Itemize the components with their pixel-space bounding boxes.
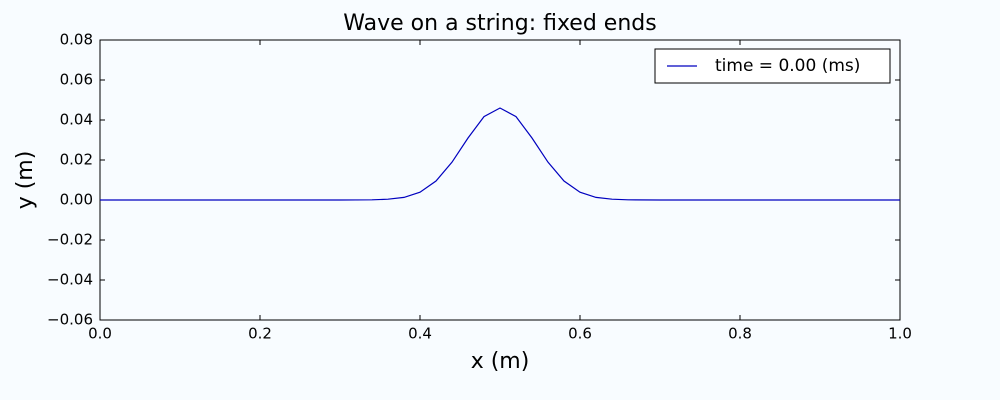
- y-tick-label: −0.02: [47, 231, 93, 249]
- x-tick-label: 0.2: [248, 325, 272, 343]
- y-tick-label: −0.04: [47, 271, 93, 289]
- y-tick-label: −0.06: [47, 311, 93, 329]
- y-tick-label: 0.02: [60, 151, 93, 169]
- data-line: [100, 107, 900, 201]
- x-tick-label: 0.4: [408, 325, 432, 343]
- y-axis-label: y (m): [13, 151, 38, 210]
- y-tick-label: 0.06: [60, 71, 93, 89]
- y-tick-label: 0.08: [60, 31, 93, 49]
- plot-frame: [99, 39, 901, 321]
- x-tick-label: 1.0: [888, 325, 912, 343]
- x-axis-label: x (m): [471, 349, 530, 374]
- chart-title: Wave on a string: fixed ends: [343, 11, 656, 36]
- legend-label: time = 0.00 (ms): [715, 56, 860, 76]
- x-tick-label: 0.0: [88, 325, 112, 343]
- x-tick-label: 0.8: [728, 325, 752, 343]
- x-tick-label: 0.6: [568, 325, 592, 343]
- y-tick-label: 0.04: [60, 111, 93, 129]
- y-tick-label: 0.00: [60, 191, 93, 209]
